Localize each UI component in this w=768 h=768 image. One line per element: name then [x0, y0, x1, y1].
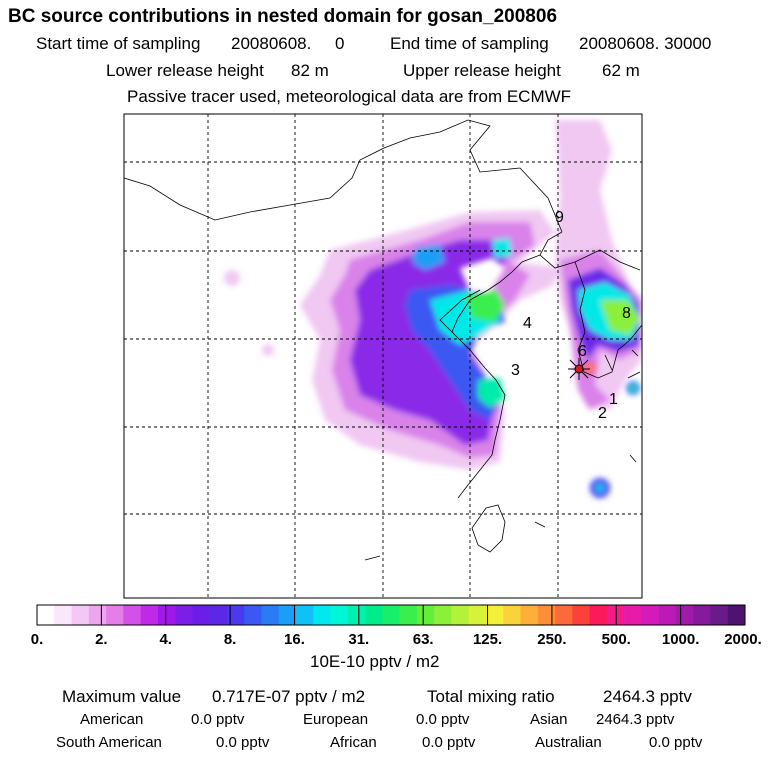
colorbar-cell: [244, 605, 262, 625]
colorbar-cell: [572, 605, 590, 625]
colorbar-cell: [278, 605, 297, 625]
source-asian-label: Asian: [530, 711, 568, 728]
marker-1: 1: [609, 391, 618, 408]
source-american-label: American: [80, 711, 144, 728]
max-value-label: Maximum value: [62, 687, 182, 706]
colorbar-cell: [537, 605, 556, 625]
source-australian-label: Australian: [535, 734, 602, 751]
source-african-label: African: [330, 734, 377, 751]
source-south-american-value: 0.0 pptv: [216, 734, 270, 751]
total-mixing-value: 2464.3 pptv: [603, 687, 692, 706]
marker-3: 3: [511, 362, 520, 379]
marker-8: 8: [622, 305, 631, 322]
marker-9: 9: [555, 209, 564, 226]
colorbar-cell: [261, 605, 280, 625]
colorbar-cell: [313, 605, 331, 625]
colorbar-cell: [71, 605, 90, 625]
colorbar-tick-label: 1000.: [662, 631, 700, 648]
colorbar-cell: [347, 605, 366, 625]
colorbar-cell: [434, 605, 452, 625]
start-time-label: Start time of sampling: [36, 34, 201, 53]
colorbar-cell: [641, 605, 659, 625]
colorbar-tick-label: 500.: [602, 631, 631, 648]
end-time-value: 20080608. 30000: [579, 34, 712, 53]
colorbar-cell: [157, 605, 176, 625]
tracer-note: Passive tracer used, meteorological data…: [127, 87, 572, 106]
colorbar-cell: [416, 605, 435, 625]
colorbar-tick-label: 250.: [537, 631, 566, 648]
colorbar-cell: [54, 605, 72, 625]
colorbar-tick-label: 63.: [413, 631, 434, 648]
colorbar-cell: [624, 605, 642, 625]
colorbar-cell: [192, 605, 210, 625]
source-african-value: 0.0 pptv: [422, 734, 476, 751]
lower-height-value: 82 m: [291, 61, 329, 80]
colorbar-cell: [330, 605, 349, 625]
chart-title: BC source contributions in nested domain…: [8, 6, 558, 27]
colorbar-cell: [451, 605, 470, 625]
total-mixing-label: Total mixing ratio: [427, 687, 555, 706]
max-value: 0.717E-07 pptv / m2: [212, 687, 366, 706]
colorbar-tick-label: 16.: [284, 631, 305, 648]
colorbar-tick-label: 125.: [473, 631, 502, 648]
source-european-value: 0.0 pptv: [416, 711, 470, 728]
colorbar-cell: [123, 605, 141, 625]
colorbar-tick-label: 8.: [224, 631, 237, 648]
colorbar-cell: [106, 605, 124, 625]
source-european-label: European: [303, 711, 369, 728]
grid: [124, 114, 642, 598]
colorbar-cell: [468, 605, 487, 625]
upper-height-label: Upper release height: [403, 61, 561, 80]
lower-height-label: Lower release height: [106, 61, 264, 80]
colorbar-unit: 10E-10 pptv / m2: [310, 652, 440, 671]
source-asian-value: 2464.3 pptv: [596, 711, 675, 728]
colorbar-cell: [589, 605, 608, 625]
colorbar-tick-label: 2.: [95, 631, 108, 648]
marker-2: 2: [598, 405, 607, 422]
colorbar-tick-label: 0.: [31, 631, 44, 648]
source-american-value: 0.0 pptv: [191, 711, 245, 728]
colorbar-tick-label: 2000.: [724, 631, 762, 648]
colorbar-tick-label: 4.: [159, 631, 172, 648]
plot-frame: [123, 113, 643, 599]
start-time-value: 20080608. 0: [231, 34, 345, 53]
source-south-american-label: South American: [56, 734, 162, 751]
colorbar-cell: [727, 605, 746, 625]
colorbar-cell: [226, 605, 245, 625]
colorbar-cell: [555, 605, 573, 625]
colorbar-cell: [382, 605, 400, 625]
colorbar-cell: [485, 605, 504, 625]
colorbar-cell: [37, 605, 55, 625]
colorbar-cell: [88, 605, 107, 625]
marker-6: 6: [578, 343, 587, 360]
end-time-label: End time of sampling: [390, 34, 549, 53]
marker-4: 4: [523, 315, 532, 332]
colorbar-cell: [520, 605, 539, 625]
colorbar-cell: [658, 605, 677, 625]
colorbar-tick-label: 31.: [348, 631, 369, 648]
upper-height-value: 62 m: [602, 61, 640, 80]
colorbar-cell: [296, 605, 314, 625]
colorbar-cell: [503, 605, 521, 625]
colorbar-cell: [175, 605, 193, 625]
receptor-marker: [568, 358, 590, 380]
colorbar-cell: [710, 605, 729, 625]
colorbar-cell: [209, 605, 228, 625]
source-australian-value: 0.0 pptv: [649, 734, 703, 751]
colorbar-cell: [675, 605, 694, 625]
colorbar-cell: [693, 605, 711, 625]
colorbar-cell: [399, 605, 418, 625]
coastlines: [124, 119, 642, 561]
colorbar-cell: [140, 605, 159, 625]
colorbar-cell: [606, 605, 625, 625]
colorbar-cell: [365, 605, 383, 625]
